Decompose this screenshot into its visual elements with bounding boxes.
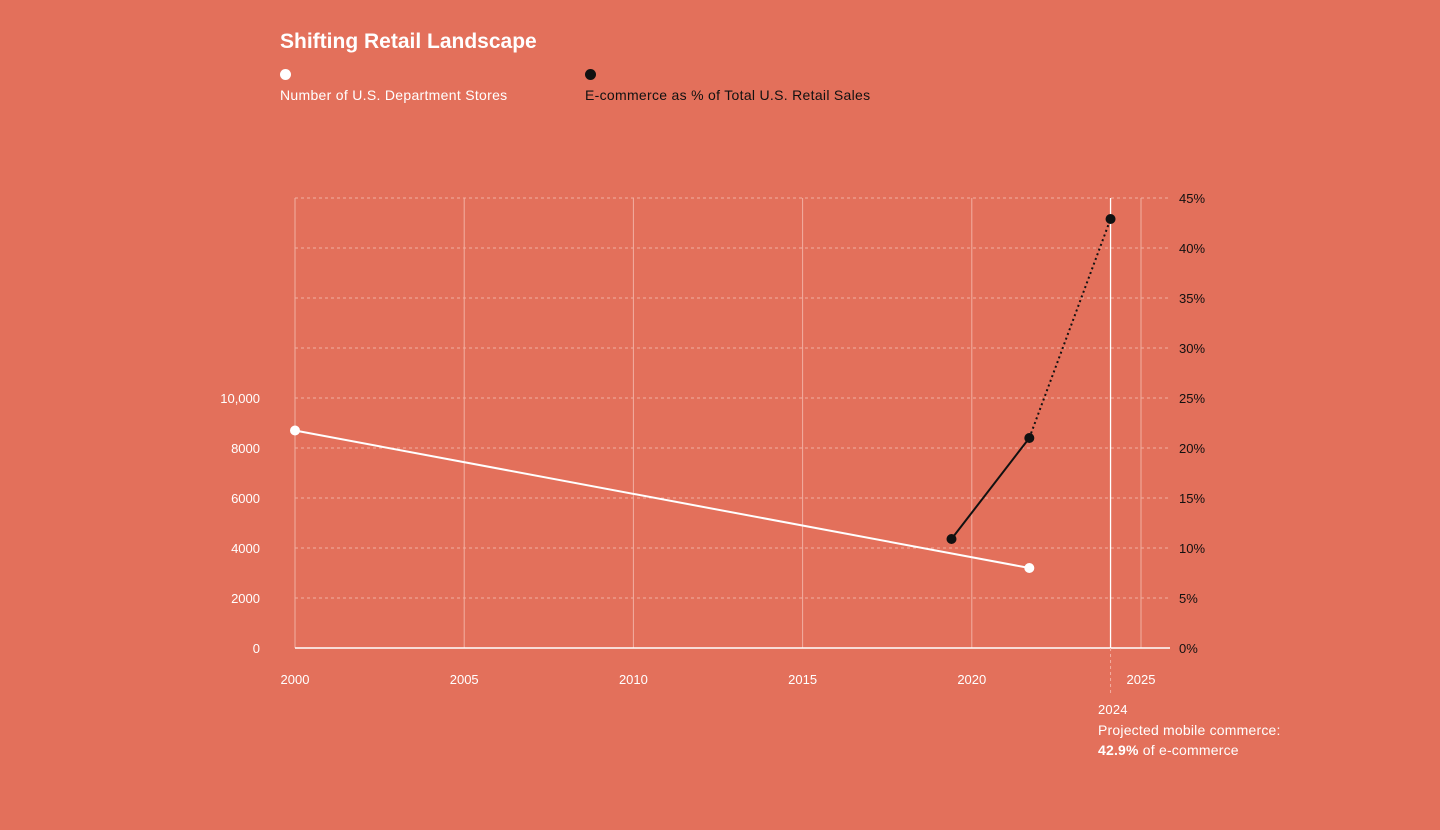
- x-tick-label: 2025: [1127, 672, 1156, 687]
- annotation-line1: Projected mobile commerce:: [1098, 722, 1281, 738]
- x-tick-label: 2000: [281, 672, 310, 687]
- chart-title: Shifting Retail Landscape: [280, 30, 537, 53]
- legend-item-department-stores: Number of U.S. Department Stores: [280, 69, 507, 103]
- legend-black-dot-icon: [585, 69, 596, 80]
- projection-annotation: 2024 Projected mobile commerce: 42.9% of…: [1098, 700, 1281, 760]
- y-right-tick-label: 35%: [1179, 291, 1205, 306]
- x-tick-label: 2015: [788, 672, 817, 687]
- point-ecommerce: [946, 534, 957, 544]
- y-left-tick-label: 6000: [231, 491, 260, 506]
- series-line-ecommerce-projected: [1028, 218, 1112, 439]
- y-right-tick-label: 0%: [1179, 641, 1198, 656]
- point-ecommerce: [1024, 433, 1035, 443]
- annotation-line2: of e-commerce: [1138, 742, 1239, 758]
- legend-label-ecommerce: E-commerce as % of Total U.S. Retail Sal…: [585, 87, 871, 103]
- legend-label-department-stores: Number of U.S. Department Stores: [280, 87, 508, 103]
- x-tick-label: 2005: [450, 672, 479, 687]
- point-ecommerce: [1105, 214, 1116, 224]
- legend-white-dot-icon: [280, 69, 291, 80]
- y-right-tick-label: 30%: [1179, 341, 1205, 356]
- annotation-year: 2024: [1098, 702, 1128, 717]
- y-right-tick-label: 5%: [1179, 591, 1198, 606]
- y-left-tick-label: 2000: [231, 591, 260, 606]
- series-line-department-stores: [294, 429, 1030, 569]
- legend-item-ecommerce: E-commerce as % of Total U.S. Retail Sal…: [585, 69, 870, 103]
- y-right-tick-label: 25%: [1179, 391, 1205, 406]
- x-tick-label: 2010: [619, 672, 648, 687]
- y-right-tick-label: 10%: [1179, 541, 1205, 556]
- y-right-tick-label: 20%: [1179, 441, 1205, 456]
- y-left-tick-label: 4000: [231, 541, 260, 556]
- point-department-stores: [1024, 563, 1035, 573]
- y-right-tick-label: 45%: [1179, 191, 1205, 206]
- y-right-tick-label: 40%: [1179, 241, 1205, 256]
- y-left-tick-label: 8000: [231, 441, 260, 456]
- series-line-ecommerce: [950, 437, 1031, 540]
- y-left-tick-label: 0: [253, 641, 260, 656]
- annotation-value: 42.9%: [1098, 742, 1139, 758]
- y-right-tick-label: 15%: [1179, 491, 1205, 506]
- point-department-stores: [290, 425, 300, 436]
- x-tick-label: 2020: [957, 672, 986, 687]
- y-left-tick-label: 10,000: [220, 391, 260, 406]
